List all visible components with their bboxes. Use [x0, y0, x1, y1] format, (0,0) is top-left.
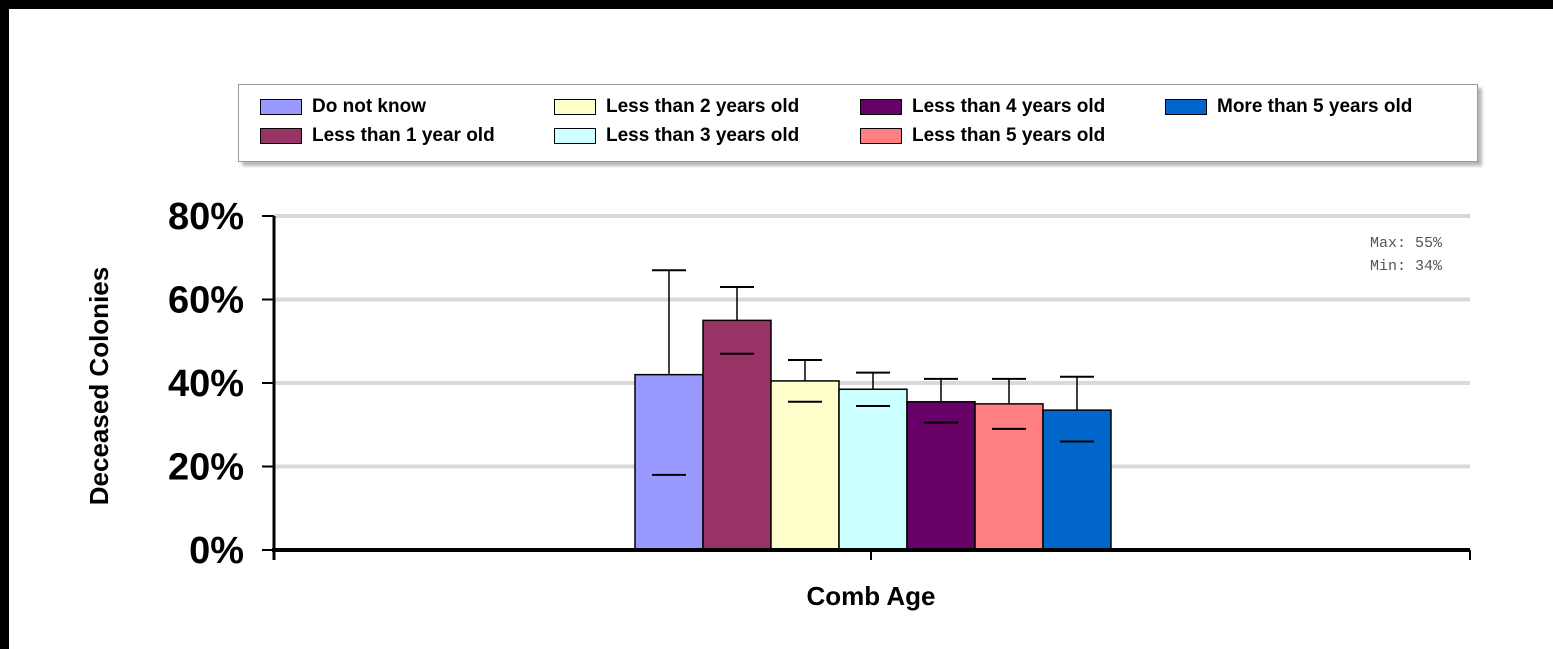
- annotation-max: Max: 55%: [1370, 235, 1443, 252]
- annotation-min: Min: 34%: [1370, 258, 1443, 275]
- y-tick-labels: 0% 20% 40% 60% 80%: [168, 196, 244, 572]
- legend-label: More than 5 years old: [1217, 96, 1413, 117]
- y-tick-label: 60%: [168, 280, 244, 322]
- bar: [702, 319, 772, 551]
- legend-label: Less than 4 years old: [912, 96, 1106, 117]
- bar: [1042, 409, 1112, 551]
- legend-item-more-than-5-years: More than 5 years old: [1165, 96, 1412, 118]
- legend-swatch: [860, 99, 902, 115]
- legend-swatch: [860, 128, 902, 144]
- bar: [974, 403, 1044, 551]
- legend-item-less-than-2-years: Less than 2 years old: [554, 96, 799, 118]
- legend-item-less-than-4-years: Less than 4 years old: [860, 96, 1105, 118]
- y-tick-label: 0%: [189, 530, 244, 572]
- y-axis-title: Deceased Colonies: [84, 267, 114, 505]
- legend-label: Less than 1 year old: [312, 125, 495, 146]
- legend-label: Less than 2 years old: [606, 96, 800, 117]
- y-tick-label: 20%: [168, 447, 244, 489]
- legend-item-less-than-1-year: Less than 1 year old: [260, 125, 495, 147]
- bars: [634, 269, 1112, 551]
- legend-label: Do not know: [312, 96, 426, 117]
- legend-swatch: [1165, 99, 1207, 115]
- legend-swatch: [260, 128, 302, 144]
- y-tick-label: 40%: [168, 363, 244, 405]
- legend-swatch: [554, 99, 596, 115]
- x-axis-title: Comb Age: [806, 581, 935, 611]
- bar: [906, 401, 976, 551]
- bar: [838, 388, 908, 551]
- bar: [770, 380, 840, 551]
- legend-item-less-than-5-years: Less than 5 years old: [860, 125, 1105, 147]
- axes: [262, 215, 1471, 560]
- legend-item-do-not-know: Do not know: [260, 96, 426, 118]
- legend-swatch: [260, 99, 302, 115]
- legend-label: Less than 5 years old: [912, 125, 1106, 146]
- legend: Do not know Less than 1 year old Less th…: [238, 84, 1478, 162]
- legend-item-less-than-3-years: Less than 3 years old: [554, 125, 799, 147]
- bar: [634, 373, 704, 551]
- y-tick-label: 80%: [168, 196, 244, 238]
- legend-swatch: [554, 128, 596, 144]
- legend-label: Less than 3 years old: [606, 125, 800, 146]
